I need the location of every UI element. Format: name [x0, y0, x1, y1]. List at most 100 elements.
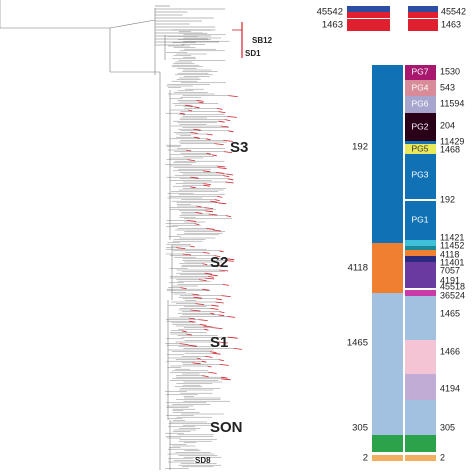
branch — [218, 341, 228, 344]
group-label: PG7 — [411, 66, 428, 76]
branch — [185, 149, 192, 152]
st-label: 543 — [440, 82, 455, 92]
segment — [405, 256, 436, 262]
st-label: 4118 — [440, 249, 459, 259]
branch — [196, 357, 201, 360]
segment — [372, 455, 403, 461]
branch — [205, 356, 213, 358]
branch — [196, 100, 204, 102]
segment — [405, 65, 436, 80]
branch — [193, 136, 200, 139]
st-label: 7057 — [440, 265, 460, 275]
phylogenetic-tree — [0, 0, 243, 470]
label: 305 — [352, 423, 368, 434]
branch — [203, 252, 210, 254]
branch — [215, 301, 224, 304]
branch — [187, 159, 195, 161]
branch — [176, 247, 186, 249]
branch — [203, 183, 211, 185]
branch — [181, 330, 187, 333]
branch — [210, 312, 215, 315]
label: 45542 — [441, 6, 466, 16]
branch — [194, 106, 200, 109]
st-label: 1466 — [440, 346, 460, 356]
branch — [221, 295, 231, 297]
branch — [228, 130, 234, 133]
group-label: PG6 — [411, 98, 428, 108]
branch — [190, 176, 199, 179]
bar — [347, 12, 390, 18]
branch — [219, 250, 224, 253]
segment — [405, 201, 436, 240]
st-label: 36524 — [440, 290, 465, 300]
branch — [206, 133, 213, 136]
branch — [227, 316, 236, 318]
branch — [204, 277, 215, 280]
branch — [218, 269, 229, 272]
branch — [190, 132, 198, 134]
branch — [188, 320, 196, 323]
segment — [405, 80, 436, 96]
branch — [216, 165, 226, 168]
clade-label: SB12 — [252, 36, 273, 45]
group-label: PG5 — [411, 143, 428, 153]
branch — [201, 360, 207, 363]
st-label: 1468 — [440, 144, 460, 154]
branch — [196, 205, 202, 208]
st-label: 11452 — [440, 240, 464, 250]
branch — [226, 173, 234, 176]
group-label: PG4 — [411, 82, 428, 92]
branch — [217, 196, 223, 198]
branch — [188, 344, 197, 347]
segment — [405, 144, 436, 154]
branch — [182, 253, 192, 256]
st-label: 1465 — [440, 308, 460, 318]
label: 1465 — [347, 338, 368, 349]
branch — [214, 143, 224, 145]
segment — [372, 435, 403, 452]
branch — [218, 314, 225, 317]
branch — [210, 274, 218, 277]
segment — [405, 246, 436, 250]
branch — [227, 336, 238, 339]
label: 1463 — [441, 19, 461, 29]
branch — [222, 284, 230, 286]
st-label: 11594 — [440, 98, 464, 108]
branch — [207, 276, 214, 278]
branch — [189, 245, 195, 248]
segment — [405, 296, 436, 340]
branch — [195, 212, 203, 214]
bar — [408, 12, 438, 18]
segment — [405, 96, 436, 113]
label: 45542 — [317, 7, 343, 18]
branch — [179, 112, 185, 115]
label: 1463 — [322, 20, 343, 31]
branch — [212, 352, 221, 355]
branch — [214, 255, 221, 257]
branch — [202, 288, 210, 291]
clade-label: S1 — [210, 334, 228, 351]
branch — [199, 324, 207, 326]
label: 192 — [352, 142, 368, 153]
branch — [217, 202, 227, 205]
branch — [109, 19, 156, 29]
branch — [191, 293, 200, 296]
label: 4118 — [348, 263, 368, 274]
branch — [219, 364, 229, 366]
bar — [408, 19, 438, 31]
st-label: 11429 — [440, 136, 464, 146]
branch — [227, 178, 234, 181]
branch — [221, 376, 228, 379]
branch — [188, 317, 196, 320]
branch — [193, 296, 202, 299]
segment — [405, 141, 436, 144]
bar — [408, 6, 438, 12]
branch — [225, 260, 234, 262]
branch — [202, 375, 209, 377]
segment — [405, 250, 436, 256]
st-label: 2 — [440, 452, 445, 462]
bar — [347, 19, 390, 31]
branch — [208, 213, 218, 216]
st-label: 11421 — [440, 232, 464, 242]
